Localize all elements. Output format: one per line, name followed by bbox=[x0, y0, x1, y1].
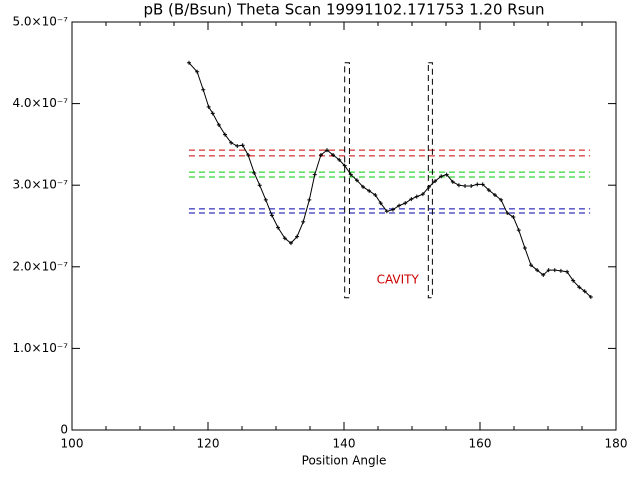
data-point bbox=[571, 278, 576, 283]
y-tick-label: 2.0×10⁻⁷ bbox=[12, 259, 68, 273]
data-point bbox=[295, 234, 300, 239]
data-point bbox=[535, 268, 540, 273]
data-point bbox=[240, 143, 245, 148]
data-point bbox=[307, 197, 312, 202]
data-point bbox=[492, 192, 497, 197]
data-point bbox=[444, 172, 449, 177]
x-axis-label: Position Angle bbox=[302, 454, 387, 468]
data-point bbox=[348, 172, 353, 177]
data-point bbox=[433, 179, 438, 184]
data-point bbox=[378, 201, 383, 206]
y-tick-label: 0 bbox=[60, 423, 68, 437]
x-tick-label: 180 bbox=[605, 437, 628, 451]
data-point bbox=[541, 272, 546, 277]
data-point bbox=[577, 285, 582, 290]
data-point bbox=[354, 178, 359, 183]
data-point bbox=[522, 246, 527, 251]
data-point bbox=[216, 122, 221, 127]
data-point bbox=[450, 179, 455, 184]
data-point bbox=[288, 241, 293, 246]
data-point bbox=[565, 269, 570, 274]
data-point bbox=[397, 203, 402, 208]
data-point bbox=[475, 182, 480, 187]
reference-box bbox=[344, 62, 350, 299]
data-point bbox=[229, 140, 234, 145]
data-point bbox=[301, 219, 306, 224]
data-point bbox=[276, 225, 281, 230]
data-point bbox=[409, 197, 414, 202]
data-point bbox=[312, 172, 317, 177]
data-point bbox=[552, 268, 557, 273]
reference-box bbox=[427, 62, 433, 299]
data-point bbox=[269, 213, 274, 218]
data-point bbox=[263, 197, 268, 202]
data-point bbox=[361, 184, 366, 189]
data-point bbox=[186, 60, 191, 65]
data-point bbox=[427, 184, 431, 189]
y-tick-label: 5.0×10⁻⁷ bbox=[12, 15, 68, 29]
data-point bbox=[558, 268, 563, 273]
y-tick-label: 4.0×10⁻⁷ bbox=[12, 96, 68, 110]
annotation: CAVITY bbox=[377, 272, 420, 286]
data-point bbox=[257, 183, 262, 188]
data-point bbox=[439, 174, 444, 179]
data-point bbox=[235, 144, 240, 149]
data-point bbox=[588, 294, 593, 299]
data-point bbox=[499, 197, 504, 202]
data-point bbox=[206, 104, 211, 109]
data-point bbox=[282, 236, 287, 241]
data-point bbox=[414, 194, 419, 199]
data-point bbox=[195, 69, 200, 74]
data-point bbox=[486, 188, 491, 193]
x-tick-label: 120 bbox=[197, 437, 220, 451]
data-point bbox=[505, 210, 510, 215]
x-tick-label: 100 bbox=[61, 437, 84, 451]
x-tick-label: 140 bbox=[333, 437, 356, 451]
chart-title: pB (B/Bsun) Theta Scan 19991102.171753 1… bbox=[143, 1, 544, 19]
data-point bbox=[337, 157, 342, 162]
y-tick-label: 1.0×10⁻⁷ bbox=[12, 341, 68, 355]
data-point bbox=[201, 87, 206, 92]
x-tick-label: 160 bbox=[469, 437, 492, 451]
data-point bbox=[456, 183, 461, 188]
data-point bbox=[420, 192, 425, 197]
data-point bbox=[367, 188, 372, 193]
data-point bbox=[318, 153, 323, 158]
data-point bbox=[469, 184, 474, 189]
data-point bbox=[246, 153, 251, 158]
plot-frame bbox=[71, 21, 617, 431]
data-point bbox=[463, 184, 468, 189]
y-tick-label: 3.0×10⁻⁷ bbox=[12, 178, 68, 192]
data-point bbox=[403, 201, 408, 206]
data-point bbox=[331, 153, 336, 158]
data-point bbox=[223, 132, 227, 137]
data-point bbox=[210, 111, 215, 116]
data-line bbox=[188, 62, 592, 298]
data-point bbox=[480, 182, 485, 187]
data-point bbox=[511, 215, 516, 220]
data-point bbox=[390, 207, 395, 212]
data-point bbox=[582, 289, 587, 294]
data-point bbox=[373, 192, 378, 197]
data-point bbox=[384, 209, 389, 214]
data-point bbox=[325, 148, 329, 153]
data-point bbox=[516, 228, 521, 233]
data-point bbox=[546, 268, 551, 273]
data-point bbox=[252, 170, 257, 175]
data-point bbox=[529, 263, 533, 268]
data-point bbox=[342, 163, 347, 168]
